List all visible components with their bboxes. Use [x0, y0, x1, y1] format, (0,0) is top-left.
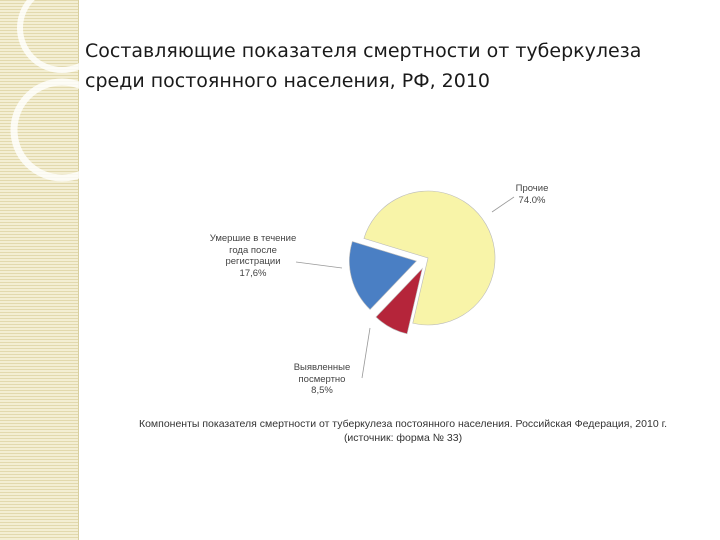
label-value: 8,5% — [311, 385, 333, 396]
decor-circle — [17, 0, 107, 73]
pie-slice — [363, 190, 496, 326]
leader-line — [491, 196, 515, 213]
slice-label: Выявленные посмертно 8,5% — [282, 362, 362, 397]
pie — [349, 190, 496, 335]
leader-line — [361, 327, 371, 379]
label-value: 17,6% — [239, 267, 267, 279]
label-value: 74.0% — [518, 194, 546, 206]
slice-label: Прочие 74.0% — [497, 183, 567, 206]
label-name: Выявленные посмертно — [293, 362, 351, 385]
pie-slice — [375, 267, 423, 335]
slide-title: Составляющие показателя смертности от ту… — [85, 40, 642, 92]
caption: Компоненты показателя смертности от тубе… — [138, 418, 668, 430]
pie-slice — [349, 241, 417, 310]
leader-line — [295, 261, 343, 269]
label-name: Прочие — [515, 183, 549, 194]
caption: (источник: форма № 33) — [343, 432, 463, 444]
decor-circle — [10, 78, 114, 182]
label-name: Умершие в течение года после регистрации — [209, 233, 297, 267]
slice-label: Умершие в течение года после регистрации… — [203, 233, 303, 279]
